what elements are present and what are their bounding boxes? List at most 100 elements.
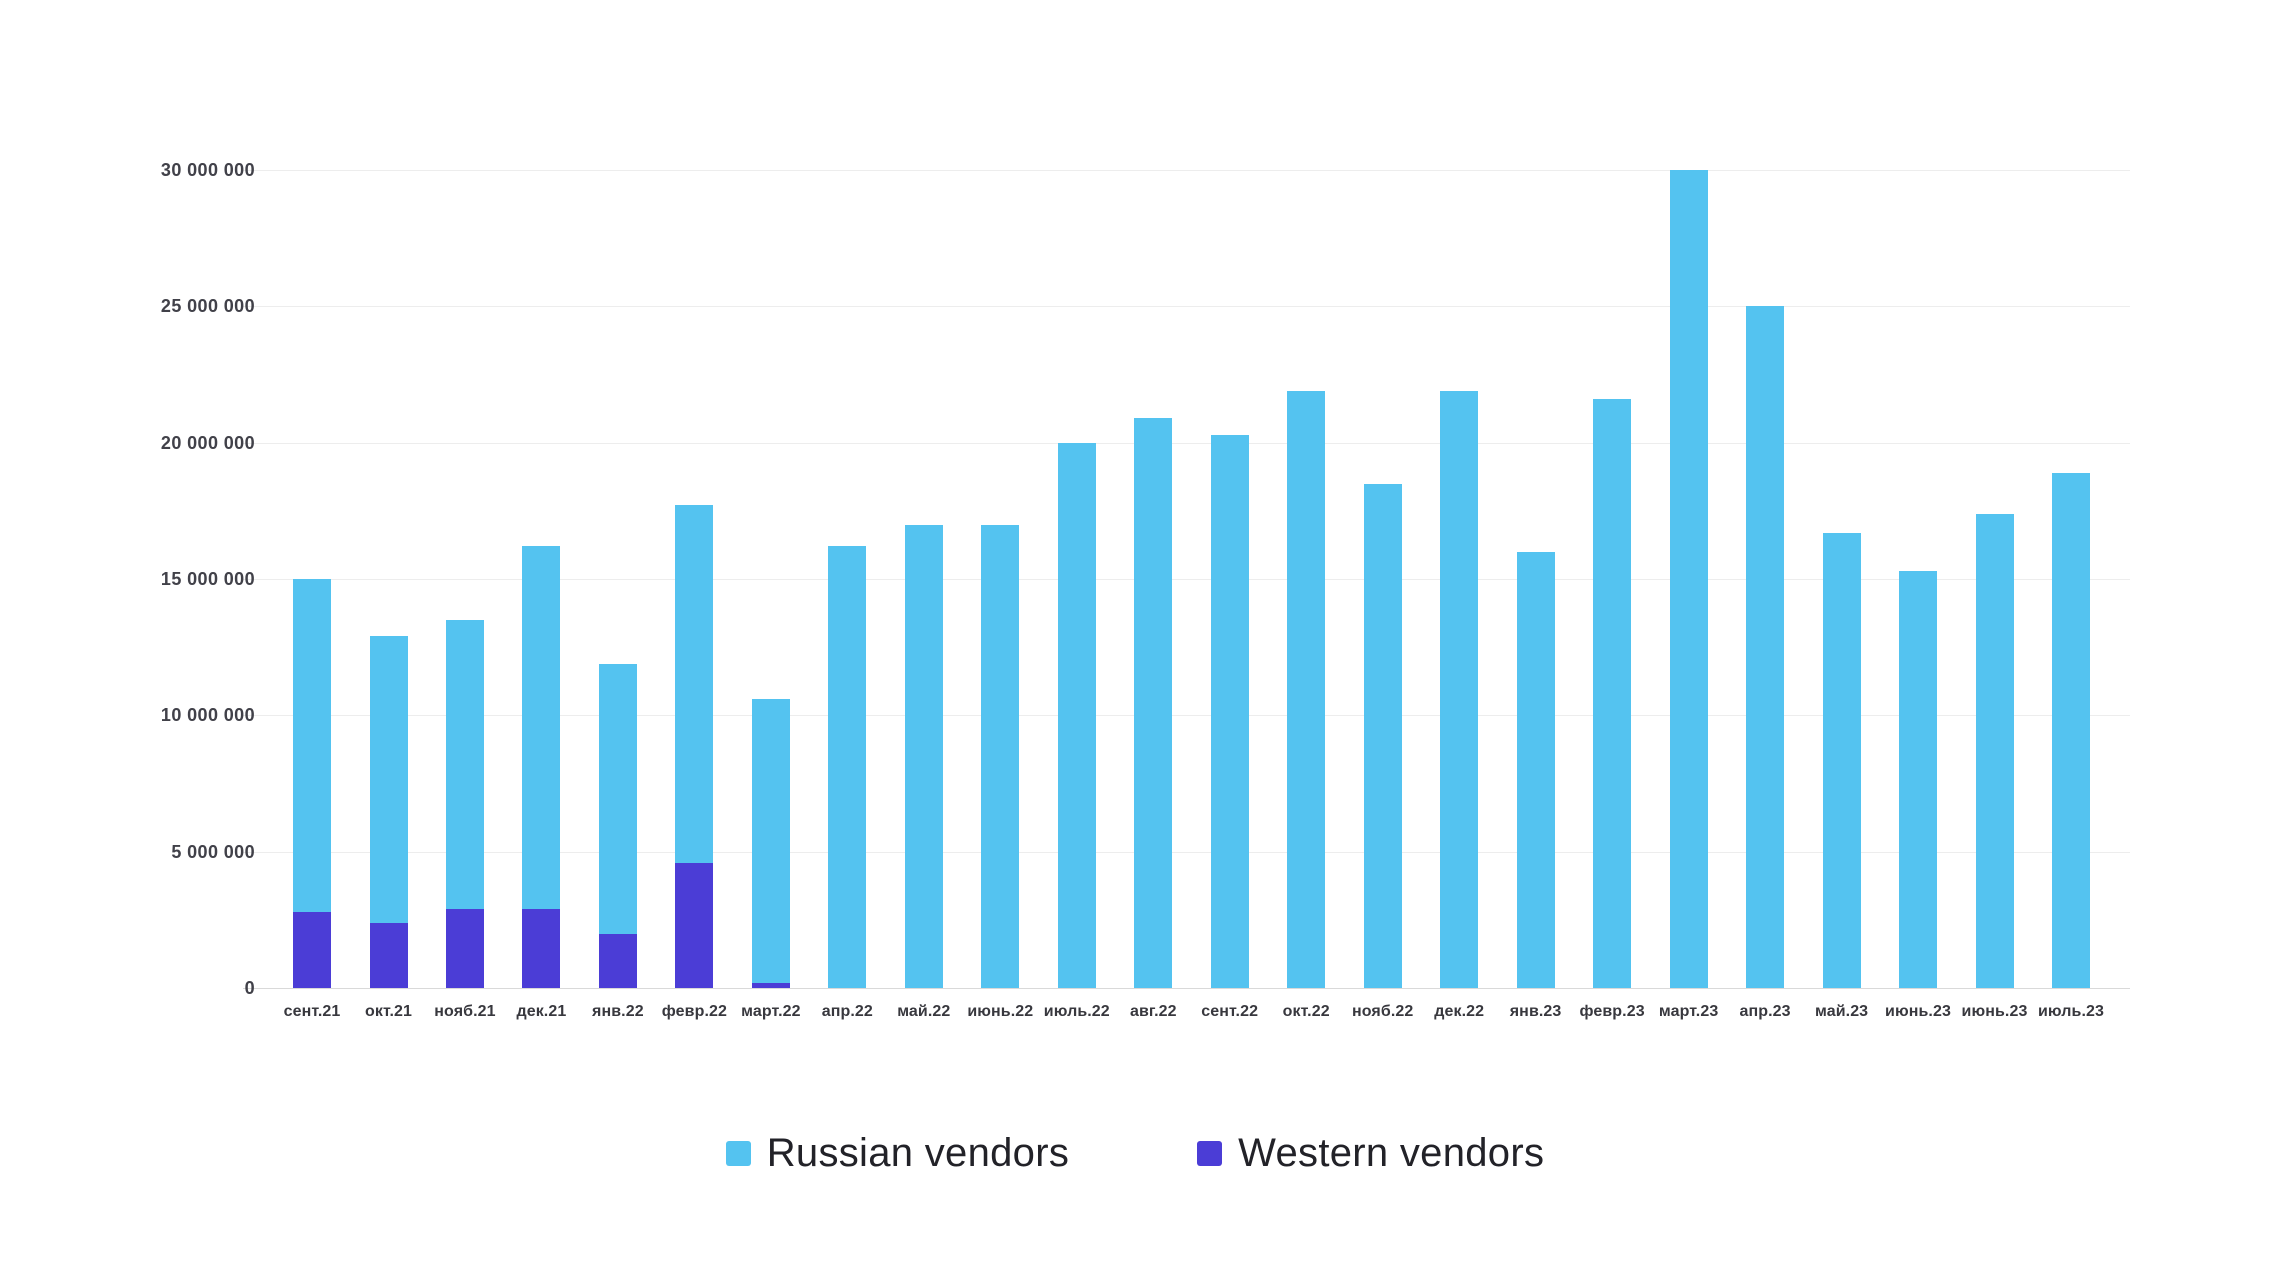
x-tick-label: дек.21: [516, 1003, 567, 1020]
gridline: [243, 442, 2130, 444]
western-vendors-segment[interactable]: [598, 933, 637, 988]
bar-нояб.22[interactable]: [1363, 170, 1402, 988]
russian-vendors-segment[interactable]: [1975, 513, 2014, 988]
western-vendors-segment[interactable]: [446, 908, 484, 988]
bar-май.23[interactable]: [1822, 170, 1861, 988]
x-tick-label: апр.22: [821, 1003, 873, 1020]
x-tick-label: апр.23: [1739, 1003, 1791, 1020]
gridline: [243, 170, 2130, 171]
x-tick-label: сент.22: [1201, 1003, 1259, 1020]
x-tick-label: сент.21: [283, 1003, 341, 1020]
gridline: [243, 715, 2130, 717]
russian-vendors-segment[interactable]: [1287, 390, 1326, 988]
bar-дек.21[interactable]: [522, 170, 561, 988]
y-tick-label: 30 000 000: [160, 160, 255, 180]
russian-vendors-segment[interactable]: [1440, 390, 1479, 988]
x-tick-label: июнь.23: [1961, 1003, 2028, 1020]
legend: Russian vendors Western vendors: [0, 1118, 2270, 1188]
bar-февр.23[interactable]: [1593, 170, 1632, 988]
bar-окт.22[interactable]: [1287, 170, 1326, 988]
y-tick-label: 0: [244, 978, 255, 998]
russian-vendors-segment[interactable]: [1746, 306, 1785, 988]
western-vendors-swatch-icon: [1197, 1140, 1223, 1166]
x-tick-label: февр.22: [661, 1003, 728, 1020]
x-tick-label: май.23: [1814, 1003, 1869, 1020]
western-vendors-segment[interactable]: [369, 922, 408, 988]
x-tick-label: дек.22: [1434, 1003, 1485, 1020]
bar-янв.22[interactable]: [598, 170, 637, 988]
russian-vendors-segment[interactable]: [675, 505, 714, 863]
x-tick-label: июнь.22: [967, 1003, 1034, 1020]
x-tick-label: окт.21: [364, 1003, 413, 1020]
russian-vendors-segment[interactable]: [981, 524, 1020, 988]
western-vendors-segment[interactable]: [293, 911, 331, 988]
russian-vendors-segment[interactable]: [1210, 434, 1249, 988]
legend-item-russian-vendors[interactable]: Russian vendors: [725, 1130, 1070, 1176]
legend-label-russian-vendors: Russian vendors: [766, 1130, 1070, 1175]
western-vendors-segment[interactable]: [675, 862, 714, 988]
russian-vendors-segment[interactable]: [446, 619, 484, 909]
gridline: [243, 579, 2130, 580]
x-tick-label: нояб.22: [1351, 1003, 1414, 1020]
x-tick-label: окт.22: [1282, 1003, 1330, 1020]
x-tick-label: янв.23: [1509, 1003, 1562, 1020]
y-tick-label: 20 000 000: [160, 432, 255, 453]
russian-vendors-segment[interactable]: [1593, 399, 1632, 988]
x-tick-label: нояб.21: [434, 1003, 496, 1020]
gridline: [243, 851, 2130, 853]
bar-апр.23[interactable]: [1746, 170, 1785, 988]
bar-окт.21[interactable]: [369, 170, 408, 988]
russian-vendors-segment[interactable]: [1669, 170, 1708, 988]
bar-июль.22[interactable]: [1057, 170, 1096, 988]
bar-май.22[interactable]: [904, 170, 943, 988]
x-tick-label: июль.22: [1043, 1003, 1110, 1020]
x-tick-label: янв.22: [592, 1003, 644, 1020]
bar-июнь.22[interactable]: [981, 170, 1020, 988]
russian-vendors-segment[interactable]: [1516, 551, 1555, 988]
legend-item-western-vendors[interactable]: Western vendors: [1197, 1131, 1544, 1176]
russian-vendors-segment[interactable]: [1134, 418, 1173, 988]
russian-vendors-segment[interactable]: [598, 663, 637, 934]
russian-vendors-segment[interactable]: [904, 524, 943, 988]
bar-сент.22[interactable]: [1210, 170, 1249, 988]
bar-март.23[interactable]: [1669, 170, 1708, 988]
russian-vendors-segment[interactable]: [1057, 442, 1096, 988]
russian-vendors-segment[interactable]: [369, 636, 408, 923]
russian-vendors-segment[interactable]: [1822, 532, 1861, 988]
gridline: [243, 306, 2130, 308]
russian-vendors-segment[interactable]: [828, 546, 867, 988]
western-vendors-segment[interactable]: [751, 982, 790, 988]
y-tick-label: 15 000 000: [160, 569, 255, 589]
x-tick-label: июнь.23: [1885, 1003, 1951, 1020]
bar-сент.21[interactable]: [293, 170, 331, 988]
russian-vendors-segment[interactable]: [1363, 483, 1402, 988]
bar-июнь.23[interactable]: [1975, 170, 2014, 988]
bar-июль.23[interactable]: [2052, 170, 2090, 988]
russian-vendors-segment[interactable]: [2052, 472, 2090, 988]
x-axis-line: [243, 988, 2130, 989]
western-vendors-segment[interactable]: [522, 908, 561, 988]
russian-vendors-segment[interactable]: [1899, 570, 1937, 988]
bar-апр.22[interactable]: [828, 170, 867, 988]
russian-vendors-segment[interactable]: [293, 579, 331, 912]
x-tick-label: июль.23: [2037, 1003, 2105, 1020]
russian-vendors-segment[interactable]: [522, 546, 561, 909]
bar-янв.23[interactable]: [1516, 170, 1555, 988]
legend-label-western-vendors: Western vendors: [1238, 1130, 1545, 1175]
x-tick-label: май.22: [897, 1003, 951, 1020]
bar-март.22[interactable]: [751, 170, 790, 988]
y-tick-label: 10 000 000: [160, 705, 255, 726]
bar-июнь.23[interactable]: [1899, 170, 1937, 988]
russian-vendors-swatch-icon: [725, 1140, 751, 1166]
bar-февр.22[interactable]: [675, 170, 714, 988]
x-tick-label: февр.23: [1579, 1003, 1645, 1020]
bar-нояб.21[interactable]: [446, 170, 484, 988]
bar-дек.22[interactable]: [1440, 170, 1479, 988]
x-tick-label: авг.22: [1129, 1003, 1177, 1020]
bar-авг.22[interactable]: [1134, 170, 1173, 988]
x-tick-label: март.23: [1658, 1003, 1719, 1020]
y-tick-label: 25 000 000: [160, 296, 255, 317]
x-tick-label: март.22: [741, 1003, 801, 1020]
russian-vendors-segment[interactable]: [751, 698, 790, 983]
